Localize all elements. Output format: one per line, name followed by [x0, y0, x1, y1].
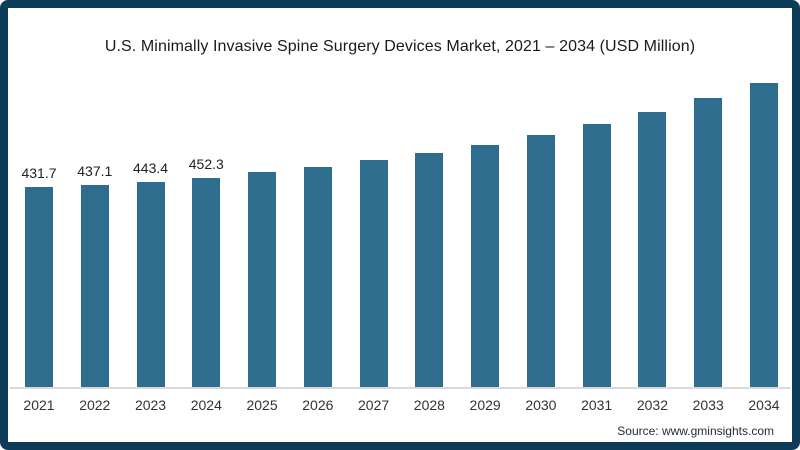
bar-column-2027: 2027 [358, 58, 389, 413]
bar-column-2034: 2034 [748, 58, 780, 413]
bar-2029 [471, 144, 500, 388]
bar-value-label-2023: 443.4 [133, 159, 169, 176]
bar-2026 [303, 167, 332, 388]
bar-column-2024: 452.3 2024 [189, 58, 224, 413]
bar-2032 [638, 111, 667, 388]
bar-2022 [80, 184, 109, 388]
bar-column-2028: 2028 [414, 58, 445, 413]
bar-value-label-2022: 437.1 [77, 162, 113, 179]
x-tick-label-2028: 2028 [413, 397, 445, 413]
bar-column-2025: 2025 [246, 58, 278, 413]
bar-2021 [25, 187, 53, 388]
x-tick-label-2027: 2027 [358, 397, 390, 413]
x-tick-label-2022: 2022 [79, 397, 111, 413]
bar-column-2026: 2026 [302, 58, 333, 413]
bar-2027 [359, 159, 388, 388]
x-tick-label-2030: 2030 [525, 397, 557, 413]
x-tick-label-2033: 2033 [692, 397, 724, 413]
bar-column-2030: 2030 [525, 58, 556, 413]
bar-2023 [136, 181, 165, 388]
bar-2030 [526, 134, 555, 388]
bar-column-2031: 2031 [581, 58, 612, 413]
x-tick-label-2034: 2034 [748, 397, 780, 413]
bar-2024 [192, 177, 221, 388]
source-credit: Source: www.gminsights.com [617, 424, 774, 438]
bar-column-2022: 437.1 2022 [77, 58, 112, 413]
bar-2031 [582, 123, 611, 388]
bar-2028 [415, 153, 444, 388]
x-tick-label-2023: 2023 [134, 397, 167, 413]
bar-column-2029: 2029 [470, 58, 501, 413]
x-tick-label-2026: 2026 [302, 397, 334, 413]
x-tick-label-2032: 2032 [636, 397, 668, 413]
x-tick-label-2021: 2021 [23, 397, 55, 413]
bar-column-2032: 2032 [637, 58, 668, 413]
bar-column-2033: 2033 [693, 58, 724, 413]
bar-2025 [248, 172, 277, 388]
plot-area: 431.7 2021 437.1 2022 443.4 2023 452.3 2024 2025… [21, 58, 780, 413]
x-axis-line [10, 387, 790, 389]
x-tick-label-2025: 2025 [246, 397, 278, 413]
x-tick-label-2029: 2029 [469, 397, 501, 413]
bar-2033 [694, 97, 723, 388]
bar-column-2023: 443.4 2023 [133, 58, 168, 413]
x-tick-label-2031: 2031 [581, 397, 613, 413]
bar-value-label-2021: 431.7 [21, 165, 57, 182]
bar-2034 [749, 83, 778, 388]
chart-title: U.S. Minimally Invasive Spine Surgery De… [104, 38, 696, 55]
bar-value-label-2024: 452.3 [188, 155, 224, 172]
bar-column-2021: 431.7 2021 [21, 58, 56, 413]
x-tick-label-2024: 2024 [190, 397, 222, 413]
